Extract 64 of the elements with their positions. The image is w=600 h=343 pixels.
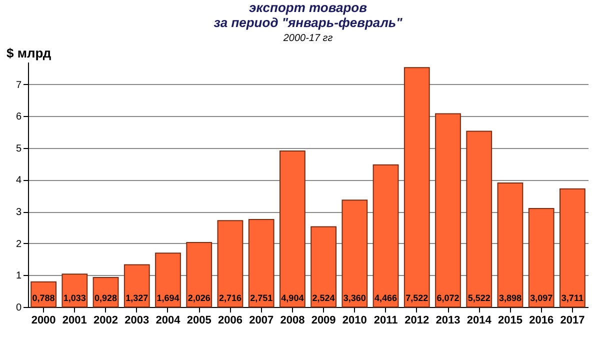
x-tick-label: 2016	[529, 314, 554, 326]
data-label: 5,522	[468, 293, 490, 303]
bar	[248, 218, 274, 308]
data-label: 4,904	[281, 293, 304, 303]
x-tick-label: 2004	[156, 314, 182, 326]
bar	[560, 188, 586, 308]
bar	[124, 264, 150, 308]
bar	[372, 164, 399, 308]
y-tick-label: 1	[16, 270, 22, 282]
data-label: 1,327	[126, 293, 148, 303]
bar	[186, 242, 212, 308]
data-label: 3,711	[561, 293, 584, 303]
y-tick-label: 0	[16, 302, 22, 314]
x-tick-label: 2005	[186, 314, 212, 326]
data-label: 3,360	[343, 293, 366, 303]
x-tick-label: 2015	[498, 314, 522, 326]
data-label: 3,097	[530, 293, 553, 303]
y-tick-label: 4	[16, 175, 22, 186]
x-tick-label: 2000	[31, 314, 56, 326]
y-axis-title: $ млрд	[6, 46, 52, 60]
bar	[217, 220, 244, 308]
bar	[62, 274, 88, 308]
x-tick-label: 2001	[62, 314, 87, 326]
text: за период "январь-февраль"	[214, 15, 402, 30]
data-label: 0,788	[32, 293, 55, 303]
bar	[466, 130, 492, 308]
y-tick-label: 7	[16, 80, 22, 91]
y-tick-label: 3	[16, 207, 22, 218]
bar	[404, 67, 430, 308]
bar	[528, 208, 554, 308]
x-tick-label: 2008	[280, 314, 305, 326]
y-tick-label: 5	[16, 143, 22, 154]
bar	[280, 150, 306, 308]
data-label: 0,928	[94, 293, 118, 303]
x-tick-label: 2003	[124, 314, 150, 326]
x-tick-label: 2014	[466, 314, 492, 326]
data-label: 3,898	[498, 293, 522, 303]
chart-subtitle: 2000-17 гг	[282, 33, 333, 44]
x-tick-label: 2002	[94, 314, 118, 326]
x-tick-label: 2010	[342, 314, 367, 326]
data-label: 2,716	[218, 293, 242, 303]
x-tick-label: 2011	[374, 314, 398, 326]
x-tick-label: 2013	[436, 314, 460, 326]
bar	[497, 182, 524, 308]
x-tick-label: 2007	[249, 314, 274, 326]
data-label: 7,522	[406, 293, 428, 303]
bar	[310, 226, 336, 308]
bar	[435, 113, 461, 308]
bar	[155, 252, 181, 308]
y-tick-label: 2	[16, 238, 22, 250]
bar	[342, 200, 368, 308]
data-label: 4,466	[374, 293, 398, 303]
text: экспорт товаров	[249, 0, 367, 15]
x-tick-label: 2006	[218, 314, 242, 326]
data-label: 1,694	[156, 293, 180, 303]
data-label: 1,033	[63, 293, 86, 303]
x-tick-label: 2012	[404, 314, 430, 326]
x-tick-label: 2017	[560, 314, 585, 326]
y-tick-label: 6	[16, 112, 22, 123]
x-tick-label: 2009	[311, 314, 336, 326]
data-label: 2,751	[250, 293, 273, 303]
data-label: 2,524	[312, 293, 335, 303]
data-label: 2,026	[188, 293, 210, 303]
data-label: 6,072	[436, 293, 460, 303]
